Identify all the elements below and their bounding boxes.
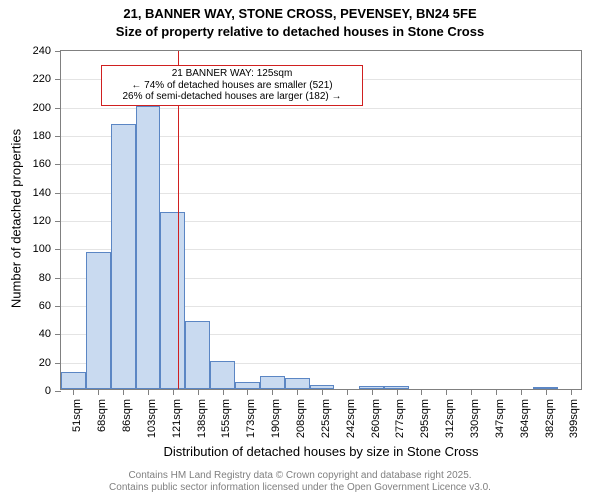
annotation-line: 26% of semi-detached houses are larger (… bbox=[108, 91, 356, 103]
y-tick-label: 180 bbox=[33, 130, 51, 142]
x-tick bbox=[123, 389, 124, 395]
chart-title-line1: 21, BANNER WAY, STONE CROSS, PEVENSEY, B… bbox=[0, 6, 600, 21]
chart-title-line2: Size of property relative to detached ho… bbox=[0, 24, 600, 39]
annotation-line: 21 BANNER WAY: 125sqm bbox=[108, 68, 356, 80]
x-tick bbox=[322, 389, 323, 395]
y-tick bbox=[55, 278, 61, 279]
y-tick bbox=[55, 51, 61, 52]
x-tick-label: 330sqm bbox=[469, 399, 481, 438]
y-tick bbox=[55, 334, 61, 335]
x-tick-label: 173sqm bbox=[245, 399, 257, 438]
footer-line2: Contains public sector information licen… bbox=[0, 482, 600, 494]
x-tick bbox=[397, 389, 398, 395]
histogram-bar bbox=[210, 361, 235, 389]
x-tick bbox=[98, 389, 99, 395]
x-tick-label: 103sqm bbox=[146, 399, 158, 438]
y-axis-title: Number of detached properties bbox=[9, 129, 24, 309]
x-tick bbox=[496, 389, 497, 395]
histogram-bar bbox=[260, 376, 285, 389]
y-tick-label: 200 bbox=[33, 102, 51, 114]
y-tick bbox=[55, 164, 61, 165]
y-tick-label: 160 bbox=[33, 158, 51, 170]
y-tick bbox=[55, 79, 61, 80]
x-tick bbox=[546, 389, 547, 395]
y-tick-label: 40 bbox=[39, 328, 51, 340]
x-axis-title: Distribution of detached houses by size … bbox=[60, 444, 582, 459]
y-tick bbox=[55, 193, 61, 194]
y-tick bbox=[55, 136, 61, 137]
x-tick-label: 86sqm bbox=[121, 399, 133, 432]
x-tick-label: 312sqm bbox=[444, 399, 456, 438]
histogram-bar bbox=[61, 372, 86, 389]
y-tick-label: 100 bbox=[33, 243, 51, 255]
x-tick-label: 382sqm bbox=[544, 399, 556, 438]
x-tick bbox=[272, 389, 273, 395]
y-tick bbox=[55, 306, 61, 307]
y-tick bbox=[55, 249, 61, 250]
x-tick bbox=[297, 389, 298, 395]
x-tick bbox=[471, 389, 472, 395]
y-tick-label: 120 bbox=[33, 215, 51, 227]
x-tick bbox=[148, 389, 149, 395]
histogram-bar bbox=[235, 382, 260, 389]
x-tick-label: 138sqm bbox=[196, 399, 208, 438]
x-tick bbox=[247, 389, 248, 395]
y-tick-label: 0 bbox=[45, 385, 51, 397]
x-tick bbox=[521, 389, 522, 395]
plot-area: 02040608010012014016018020022024051sqm68… bbox=[60, 50, 582, 390]
x-tick bbox=[73, 389, 74, 395]
x-tick-label: 155sqm bbox=[221, 399, 233, 438]
histogram-bar bbox=[111, 124, 136, 389]
x-tick bbox=[173, 389, 174, 395]
x-tick bbox=[571, 389, 572, 395]
footer-attribution: Contains HM Land Registry data © Crown c… bbox=[0, 470, 600, 494]
x-tick-label: 225sqm bbox=[320, 399, 332, 438]
y-tick-label: 60 bbox=[39, 300, 51, 312]
histogram-bar bbox=[185, 321, 210, 389]
x-tick bbox=[223, 389, 224, 395]
y-tick bbox=[55, 108, 61, 109]
histogram-bar bbox=[160, 212, 185, 389]
footer-line1: Contains HM Land Registry data © Crown c… bbox=[0, 470, 600, 482]
annotation-line: ← 74% of detached houses are smaller (52… bbox=[108, 80, 356, 92]
y-tick bbox=[55, 221, 61, 222]
y-tick-label: 240 bbox=[33, 45, 51, 57]
x-tick-label: 121sqm bbox=[171, 399, 183, 438]
histogram-bar bbox=[285, 378, 310, 389]
x-tick bbox=[446, 389, 447, 395]
y-tick bbox=[55, 391, 61, 392]
x-tick-label: 364sqm bbox=[519, 399, 531, 438]
x-tick-label: 51sqm bbox=[71, 399, 83, 432]
x-tick-label: 242sqm bbox=[345, 399, 357, 438]
x-tick-label: 68sqm bbox=[96, 399, 108, 432]
x-tick bbox=[421, 389, 422, 395]
chart-container: 21, BANNER WAY, STONE CROSS, PEVENSEY, B… bbox=[0, 0, 600, 500]
annotation-box: 21 BANNER WAY: 125sqm← 74% of detached h… bbox=[101, 65, 363, 106]
x-tick-label: 277sqm bbox=[395, 399, 407, 438]
y-tick bbox=[55, 363, 61, 364]
histogram-bar bbox=[86, 252, 111, 389]
histogram-bar bbox=[136, 106, 161, 389]
x-tick bbox=[198, 389, 199, 395]
x-tick-label: 295sqm bbox=[419, 399, 431, 438]
y-tick-label: 20 bbox=[39, 357, 51, 369]
x-tick bbox=[347, 389, 348, 395]
x-tick-label: 347sqm bbox=[494, 399, 506, 438]
y-tick-label: 220 bbox=[33, 73, 51, 85]
x-tick-label: 208sqm bbox=[295, 399, 307, 438]
x-tick-label: 190sqm bbox=[270, 399, 282, 438]
x-tick bbox=[372, 389, 373, 395]
x-tick-label: 399sqm bbox=[569, 399, 581, 438]
y-tick-label: 80 bbox=[39, 272, 51, 284]
y-tick-label: 140 bbox=[33, 187, 51, 199]
x-tick-label: 260sqm bbox=[370, 399, 382, 438]
